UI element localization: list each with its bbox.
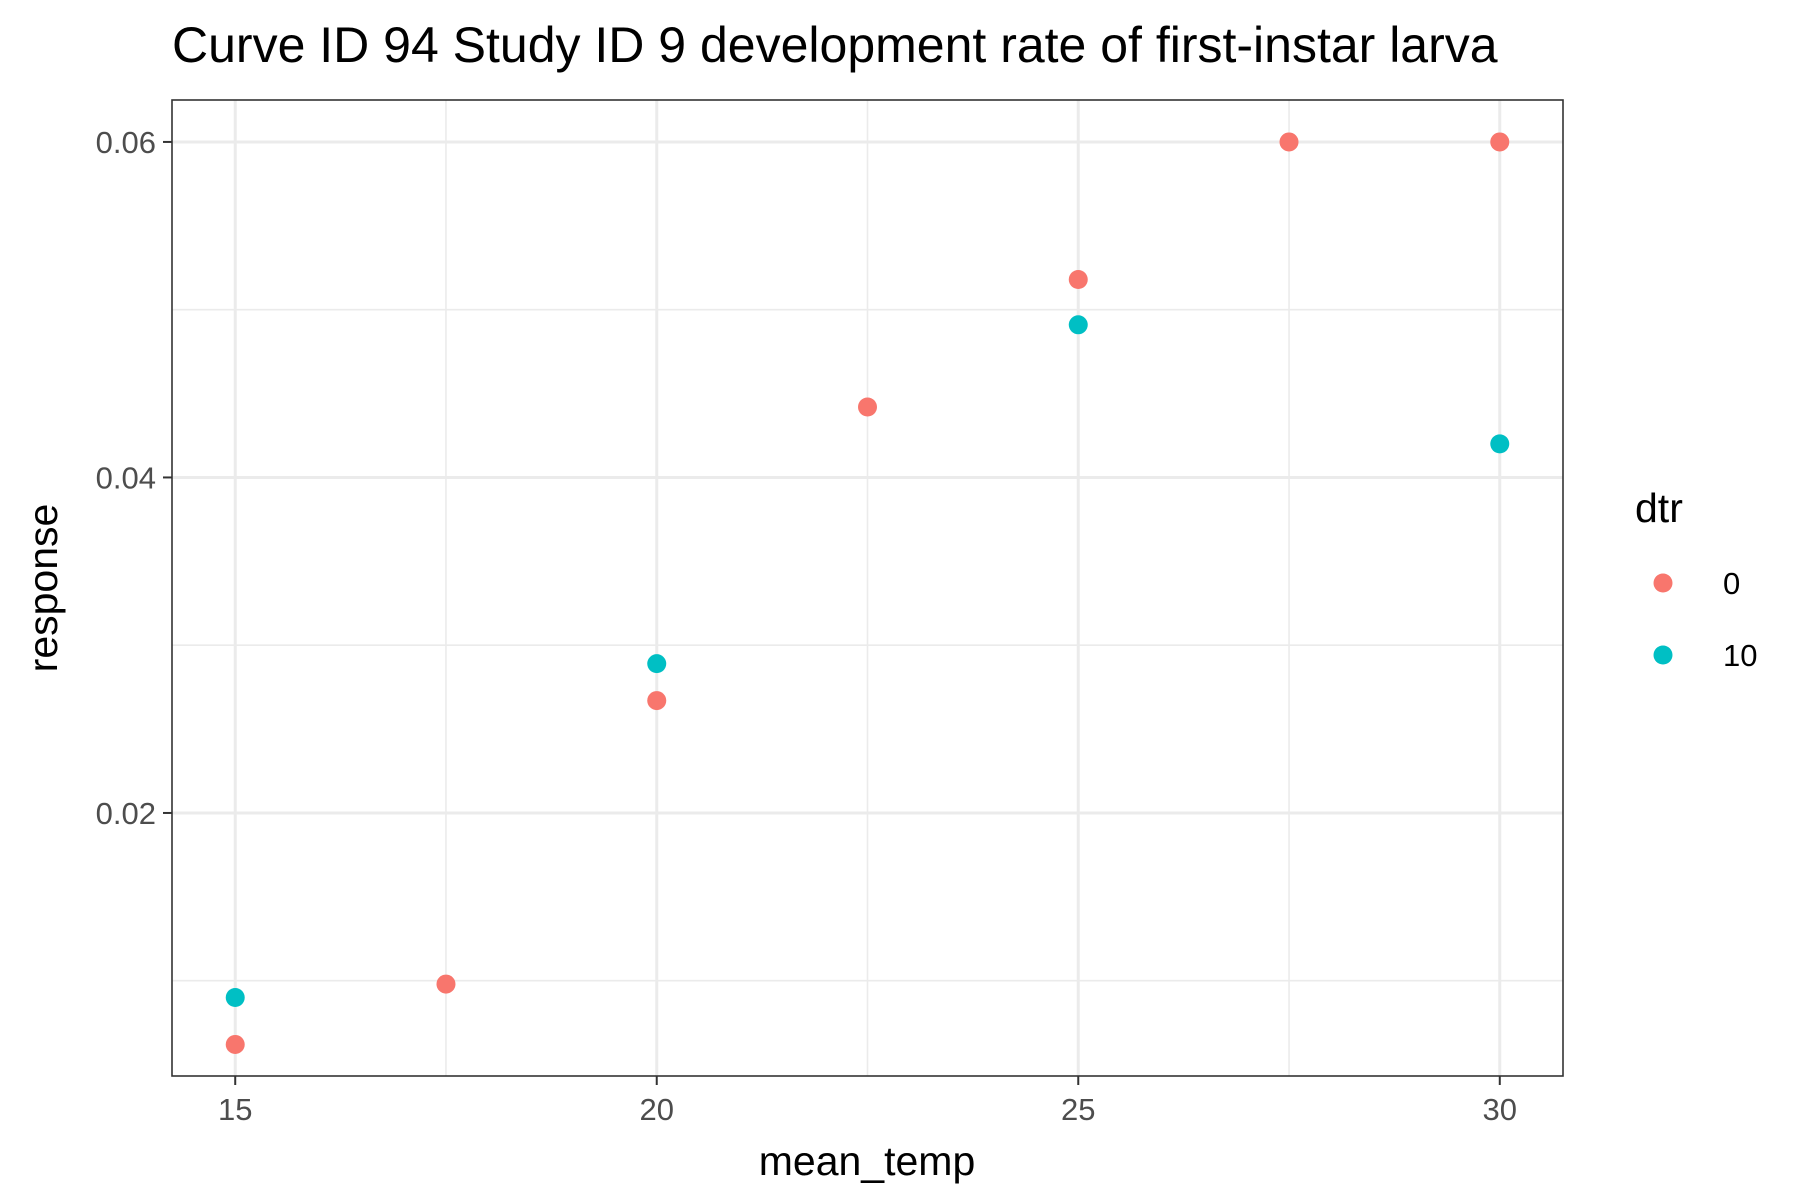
legend-key-0	[1653, 573, 1673, 593]
data-point-dtr-0	[225, 1034, 245, 1054]
x-tick-label: 30	[1483, 1092, 1517, 1127]
legend-title: dtr	[1635, 485, 1683, 531]
data-points	[225, 132, 1510, 1054]
plot-panel	[171, 99, 1564, 1077]
x-axis-title: mean_temp	[759, 1138, 976, 1184]
y-tick-label: 0.02	[96, 796, 156, 831]
data-point-dtr-10	[647, 654, 667, 674]
data-point-dtr-10	[225, 987, 245, 1007]
x-tick-label: 15	[218, 1092, 252, 1127]
data-point-dtr-10	[1490, 434, 1510, 454]
data-point-dtr-0	[647, 691, 667, 711]
data-point-dtr-0	[436, 974, 456, 994]
grid	[172, 100, 1563, 1076]
data-point-dtr-0	[1490, 132, 1510, 152]
data-point-dtr-0	[1279, 132, 1299, 152]
legend: dtr 0 10	[1635, 485, 1757, 673]
x-axis: 15 20 25 30	[218, 1076, 1517, 1127]
legend-label: 0	[1723, 566, 1740, 601]
y-tick-label: 0.04	[96, 460, 156, 495]
y-axis-title: response	[20, 504, 66, 673]
legend-key-10	[1653, 645, 1673, 665]
y-axis: 0.02 0.04 0.06	[96, 125, 172, 831]
chart-title: Curve ID 94 Study ID 9 development rate …	[172, 17, 1498, 73]
legend-label: 10	[1723, 638, 1757, 673]
data-point-dtr-10	[1068, 315, 1088, 335]
data-point-dtr-0	[1068, 269, 1088, 289]
y-tick-label: 0.06	[96, 125, 156, 160]
x-tick-label: 20	[640, 1092, 674, 1127]
data-point-dtr-0	[858, 397, 877, 417]
x-tick-label: 25	[1061, 1092, 1095, 1127]
